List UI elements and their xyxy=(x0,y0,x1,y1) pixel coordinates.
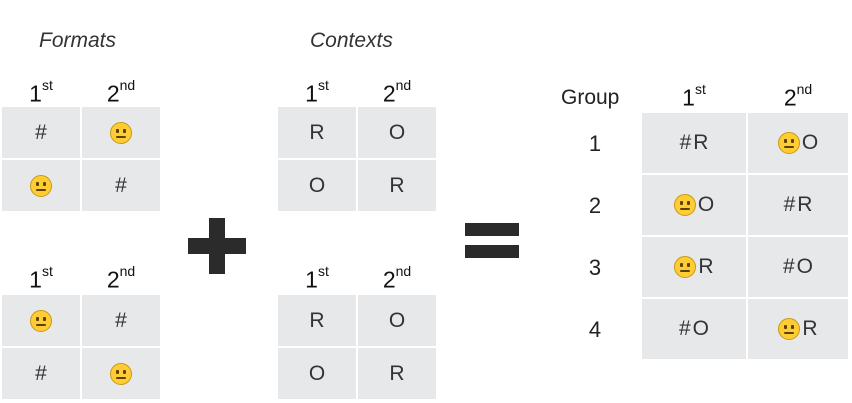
grid-cell: R xyxy=(278,107,356,158)
hash-symbol: # xyxy=(678,317,691,340)
context-letter: R xyxy=(389,173,405,197)
grid-cell: R xyxy=(358,348,436,399)
neutral-face-icon xyxy=(30,174,52,197)
format-context-pair: # R xyxy=(784,193,813,217)
format-context-pair: O xyxy=(777,131,819,155)
result-cell: O xyxy=(642,175,746,235)
neutral-face-icon xyxy=(674,256,697,278)
formats-bottom-grid: # # xyxy=(2,295,160,399)
grid-cell xyxy=(2,295,80,346)
context-letter: O xyxy=(388,308,406,332)
grid-cell: O xyxy=(278,160,356,211)
result-cell: R xyxy=(642,237,746,297)
result-header-2nd: 2nd xyxy=(783,81,813,111)
result-cell: # R xyxy=(748,175,848,235)
contexts-top-header-1st: 1st xyxy=(305,77,329,107)
context-letter: R xyxy=(389,361,405,385)
neutral-face-icon xyxy=(30,309,52,332)
format-context-pair: # O xyxy=(679,317,709,341)
contexts-bottom-header-1st: 1st xyxy=(305,263,329,293)
result-cell: # R xyxy=(642,113,746,173)
neutral-face-icon xyxy=(778,318,801,340)
format-context-pair: # O xyxy=(783,255,813,279)
context-letter: O xyxy=(801,131,819,154)
group-number: 4 xyxy=(588,317,602,342)
context-letter: O xyxy=(308,173,326,197)
grid-cell: R xyxy=(358,160,436,211)
context-letter: R xyxy=(698,255,714,278)
contexts-bottom-header-2nd: 2nd xyxy=(382,263,412,293)
formats-bottom-header-2nd: 2nd xyxy=(106,263,136,293)
neutral-face-icon xyxy=(110,121,132,144)
result-header-1st: 1st xyxy=(682,81,706,111)
context-letter: O xyxy=(692,317,710,340)
result-cell: # O xyxy=(748,237,848,297)
hash-symbol: # xyxy=(783,193,796,216)
context-letter: R xyxy=(309,120,325,144)
format-context-pair: # R xyxy=(680,131,709,155)
contexts-top-header-2nd: 2nd xyxy=(382,77,412,107)
result-grid: # R O O # R R # O # O R xyxy=(642,113,848,359)
grid-cell: # xyxy=(2,107,80,158)
result-cell: O xyxy=(748,113,848,173)
formats-top-header-2nd: 2nd xyxy=(106,77,136,107)
context-letter: O xyxy=(388,120,406,144)
context-letter: O xyxy=(796,255,814,278)
format-context-pair: R xyxy=(674,255,714,279)
context-letter: O xyxy=(308,361,326,385)
contexts-top-grid: R O O R xyxy=(278,107,436,211)
grid-cell xyxy=(82,107,160,158)
group-header: Group xyxy=(561,86,620,109)
grid-cell: O xyxy=(358,295,436,346)
grid-cell: # xyxy=(2,348,80,399)
neutral-face-icon xyxy=(673,194,696,216)
grid-cell: # xyxy=(82,295,160,346)
hash-symbol: # xyxy=(679,131,692,154)
context-letter: O xyxy=(697,193,715,216)
grid-cell: O xyxy=(358,107,436,158)
group-number: 2 xyxy=(588,193,602,218)
context-letter: R xyxy=(309,308,325,332)
formats-bottom-header-1st: 1st xyxy=(29,263,53,293)
hash-symbol: # xyxy=(782,255,795,278)
group-number: 3 xyxy=(588,255,602,280)
formats-top-grid: # # xyxy=(2,107,160,211)
contexts-bottom-grid: R O O R xyxy=(278,295,436,399)
neutral-face-icon xyxy=(777,132,800,154)
result-cell: # O xyxy=(642,299,746,359)
formats-heading: Formats xyxy=(39,29,117,52)
context-letter: R xyxy=(797,193,813,216)
context-letter: R xyxy=(693,131,709,154)
hash-symbol: # xyxy=(115,173,127,197)
group-number: 1 xyxy=(588,131,602,156)
formats-top-header-1st: 1st xyxy=(29,77,53,107)
format-context-pair: O xyxy=(673,193,715,217)
hash-symbol: # xyxy=(115,308,127,332)
hash-symbol: # xyxy=(35,361,47,385)
format-context-pair: R xyxy=(778,317,818,341)
grid-cell: O xyxy=(278,348,356,399)
neutral-face-icon xyxy=(110,362,132,385)
context-letter: R xyxy=(802,317,818,340)
hash-symbol: # xyxy=(35,120,47,144)
grid-cell xyxy=(2,160,80,211)
grid-cell xyxy=(82,348,160,399)
contexts-heading: Contexts xyxy=(310,29,393,52)
result-cell: R xyxy=(748,299,848,359)
grid-cell: R xyxy=(278,295,356,346)
grid-cell: # xyxy=(82,160,160,211)
